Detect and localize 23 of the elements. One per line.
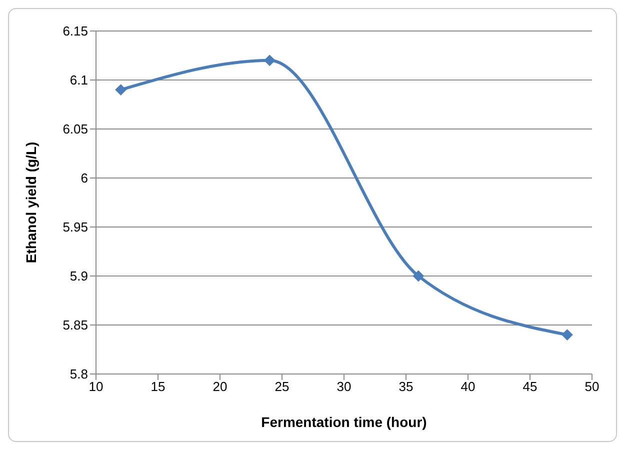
x-tick-label: 10 [88, 379, 104, 394]
point [115, 84, 126, 96]
point [412, 270, 424, 282]
y-tick-label: 5.95 [62, 220, 88, 235]
x-tick-label: 15 [150, 379, 166, 394]
x-tick-label: 50 [584, 379, 600, 394]
y-tick-label: 6.1 [70, 72, 88, 88]
y-tick-label: 6.05 [62, 122, 88, 137]
x-axis-title: Fermentation time (hour) [261, 414, 427, 430]
x-tick-label: 35 [398, 379, 414, 394]
y-tick-label: 5.85 [62, 318, 88, 333]
y-tick-label: 5.9 [70, 268, 88, 284]
point [562, 329, 573, 340]
x-tick-label: 25 [274, 379, 290, 394]
y-tick-label: 6 [80, 170, 88, 186]
y-tick-label: 6.15 [62, 24, 88, 39]
x-tick-label: 30 [336, 379, 352, 394]
x-tick-label: 20 [212, 379, 228, 394]
y-tick-label: 5.8 [70, 366, 88, 382]
y-axis-title: Ethanol yield (g/L) [22, 142, 39, 264]
x-tick-label: 40 [460, 379, 476, 394]
x-tick-label: 45 [522, 379, 538, 394]
point [264, 54, 276, 66]
